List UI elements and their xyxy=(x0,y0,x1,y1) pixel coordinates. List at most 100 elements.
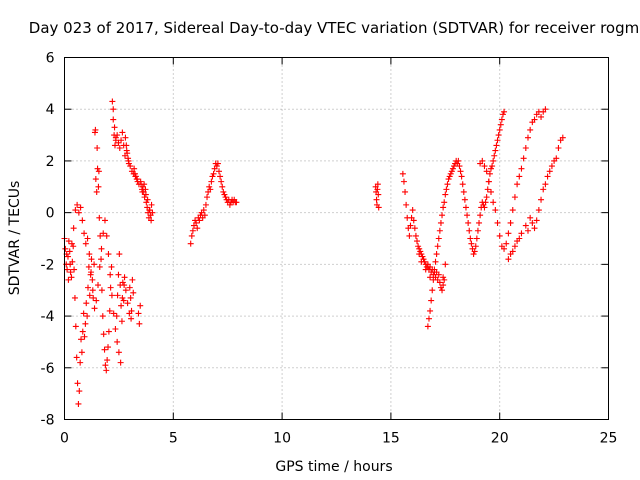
data-point xyxy=(410,217,417,224)
grid-lines xyxy=(64,57,609,420)
data-point xyxy=(474,227,481,234)
data-point xyxy=(67,261,74,268)
data-point xyxy=(471,248,478,255)
data-point xyxy=(415,243,422,250)
data-point xyxy=(447,170,454,177)
data-point xyxy=(485,178,492,185)
data-point xyxy=(435,235,442,242)
data-point xyxy=(524,134,531,141)
data-point xyxy=(117,359,124,366)
data-point xyxy=(108,292,115,299)
data-point xyxy=(495,132,502,139)
data-point xyxy=(107,284,114,291)
data-point xyxy=(119,279,126,286)
data-point xyxy=(479,157,486,164)
data-point xyxy=(189,227,196,234)
chart-title: Day 023 of 2017, Sidereal Day-to-day VTE… xyxy=(29,19,639,37)
data-point xyxy=(89,287,96,294)
data-point xyxy=(78,336,85,343)
data-point xyxy=(200,207,207,214)
data-point xyxy=(209,173,216,180)
data-point xyxy=(553,155,560,162)
data-point xyxy=(416,251,423,258)
axis-ticks: 0 5 10 15 20 25 -8 -6 -4 -2 0 2 4 6 xyxy=(41,51,618,447)
data-point xyxy=(434,243,441,250)
data-point xyxy=(424,263,431,270)
data-point xyxy=(473,235,480,242)
data-point xyxy=(86,251,93,258)
data-point xyxy=(481,204,488,211)
data-point xyxy=(99,313,106,320)
data-point xyxy=(507,251,514,258)
data-point xyxy=(522,222,529,229)
data-point xyxy=(451,163,458,170)
data-point xyxy=(121,274,128,281)
data-point xyxy=(215,168,222,175)
data-point xyxy=(509,207,516,214)
data-point xyxy=(555,145,562,151)
data-point xyxy=(94,165,101,172)
data-point xyxy=(68,240,75,247)
data-point xyxy=(77,204,84,211)
data-point xyxy=(411,225,418,232)
data-point xyxy=(121,282,128,289)
data-point xyxy=(226,201,233,208)
data-point xyxy=(84,235,91,242)
data-point xyxy=(431,266,438,273)
data-point xyxy=(483,168,490,175)
data-point xyxy=(402,188,409,195)
data-point xyxy=(136,320,143,327)
data-point xyxy=(432,258,439,265)
data-point xyxy=(127,163,134,170)
data-point xyxy=(146,207,153,214)
data-point xyxy=(535,207,542,214)
data-point xyxy=(448,168,455,175)
data-point xyxy=(462,204,469,211)
data-point xyxy=(472,243,479,250)
data-point xyxy=(105,251,112,258)
data-point xyxy=(218,178,225,185)
data-point xyxy=(142,191,149,198)
data-point xyxy=(70,225,77,232)
data-point xyxy=(98,256,105,263)
data-point xyxy=(435,271,442,278)
data-point xyxy=(476,219,483,226)
data-point xyxy=(102,362,109,369)
data-point xyxy=(109,98,116,105)
data-point xyxy=(427,307,434,314)
data-point xyxy=(492,207,499,214)
data-point xyxy=(85,263,92,270)
data-point xyxy=(128,315,135,322)
data-point xyxy=(498,116,505,123)
data-point xyxy=(91,261,98,268)
data-point xyxy=(429,287,436,294)
data-point xyxy=(440,204,447,211)
data-point xyxy=(98,287,105,294)
data-point xyxy=(126,310,133,317)
data-point xyxy=(477,212,484,219)
data-point xyxy=(115,349,122,356)
x-tick-label: 0 xyxy=(60,431,69,447)
data-point xyxy=(202,201,209,208)
y-tick-label: 0 xyxy=(46,206,55,222)
data-point xyxy=(400,178,407,185)
data-point xyxy=(137,302,144,309)
data-point xyxy=(467,235,474,242)
y-tick-label: -6 xyxy=(41,361,55,377)
data-point xyxy=(188,232,195,239)
data-point xyxy=(122,287,129,294)
data-point xyxy=(94,145,101,151)
data-point xyxy=(120,297,127,304)
data-point xyxy=(82,320,89,327)
data-point xyxy=(65,238,72,245)
data-point xyxy=(464,212,471,219)
data-point xyxy=(499,111,506,118)
data-point xyxy=(110,116,117,123)
data-point xyxy=(71,266,78,273)
data-point xyxy=(542,106,549,113)
data-point xyxy=(511,194,518,201)
data-point xyxy=(437,219,444,226)
data-point xyxy=(129,276,136,283)
data-point xyxy=(194,225,201,232)
data-point xyxy=(196,217,203,224)
